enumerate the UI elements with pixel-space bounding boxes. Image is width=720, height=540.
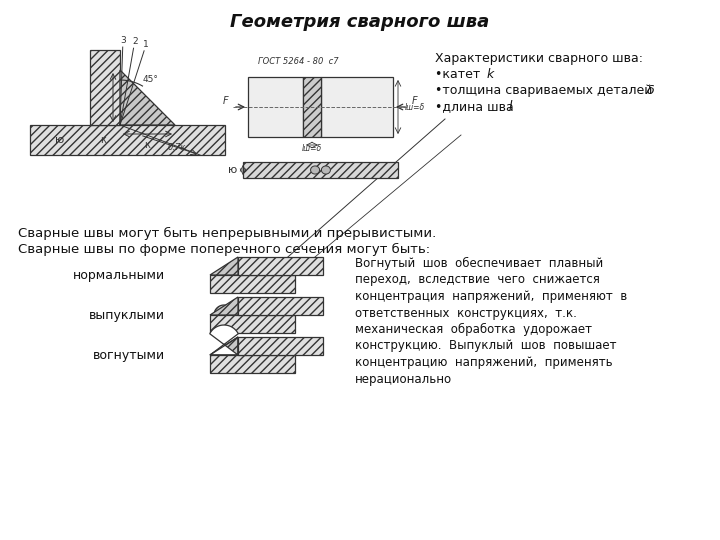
- Polygon shape: [321, 77, 393, 137]
- Text: Сварные швы могут быть непрерывными и прерывистыми.: Сварные швы могут быть непрерывными и пр…: [18, 227, 436, 240]
- Polygon shape: [210, 355, 295, 373]
- Text: ГОСТ 5264 - 80  с7: ГОСТ 5264 - 80 с7: [258, 57, 338, 66]
- Text: концентрацию  напряжений,  применять: концентрацию напряжений, применять: [355, 356, 613, 369]
- Text: 45°: 45°: [143, 75, 159, 84]
- Polygon shape: [210, 257, 238, 275]
- Text: Вогнутый  шов  обеспечивает  плавный: Вогнутый шов обеспечивает плавный: [355, 257, 603, 270]
- Polygon shape: [238, 257, 323, 275]
- Text: F: F: [412, 96, 418, 106]
- Text: •длина шва: •длина шва: [435, 100, 518, 113]
- Text: выпуклыми: выпуклыми: [89, 308, 165, 321]
- Text: Характеристики сварного шва:: Характеристики сварного шва:: [435, 52, 643, 65]
- Text: k: k: [487, 68, 494, 81]
- Polygon shape: [30, 125, 225, 155]
- Polygon shape: [90, 50, 120, 125]
- Text: Геометрия сварного шва: Геометрия сварного шва: [230, 13, 490, 31]
- Text: механическая  обработка  удорожает: механическая обработка удорожает: [355, 323, 592, 336]
- Polygon shape: [210, 275, 295, 293]
- Text: нерационально: нерационально: [355, 373, 452, 386]
- Polygon shape: [303, 77, 321, 137]
- Text: переход,  вследствие  чего  снижается: переход, вследствие чего снижается: [355, 273, 600, 287]
- Polygon shape: [248, 77, 303, 137]
- Polygon shape: [321, 166, 330, 174]
- Text: lш=δ: lш=δ: [405, 103, 425, 111]
- Polygon shape: [210, 337, 238, 355]
- Polygon shape: [238, 337, 323, 355]
- Polygon shape: [210, 305, 238, 315]
- Text: 1: 1: [143, 39, 149, 49]
- Text: ответственных  конструкциях,  т.к.: ответственных конструкциях, т.к.: [355, 307, 577, 320]
- Text: lш=δ: lш=δ: [302, 144, 322, 153]
- Text: ю: ю: [55, 135, 65, 145]
- Text: •толщина свариваемых деталей: •толщина свариваемых деталей: [435, 84, 657, 97]
- Text: δ: δ: [647, 84, 654, 97]
- Text: 2: 2: [132, 37, 138, 46]
- Polygon shape: [120, 70, 175, 125]
- Text: ю: ю: [228, 165, 238, 175]
- Text: 0.7к: 0.7к: [168, 144, 186, 152]
- Polygon shape: [210, 315, 295, 333]
- Text: нормальными: нормальными: [73, 268, 165, 281]
- Text: к: к: [100, 135, 106, 145]
- Polygon shape: [210, 297, 238, 315]
- Text: вогнутыми: вогнутыми: [93, 348, 165, 361]
- Polygon shape: [210, 325, 238, 355]
- Text: l: l: [509, 100, 513, 113]
- Text: Сварные швы по форме поперечного сечения могут быть:: Сварные швы по форме поперечного сечения…: [18, 243, 430, 256]
- Text: концентрация  напряжений,  применяют  в: концентрация напряжений, применяют в: [355, 290, 627, 303]
- Text: 3: 3: [120, 36, 126, 45]
- Text: •катет: •катет: [435, 68, 485, 81]
- Text: F: F: [223, 96, 229, 106]
- Text: конструкцию.  Выпуклый  шов  повышает: конструкцию. Выпуклый шов повышает: [355, 340, 616, 353]
- Polygon shape: [243, 162, 398, 178]
- Polygon shape: [310, 166, 320, 174]
- Text: к: к: [144, 140, 150, 150]
- Polygon shape: [238, 297, 323, 315]
